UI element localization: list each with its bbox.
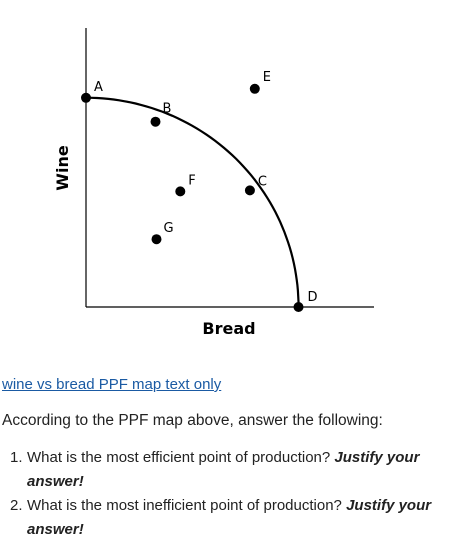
caption-link[interactable]: wine vs bread PPF map text only [2, 376, 222, 393]
point-c-marker [244, 185, 255, 196]
ppf-chart: A B C D E F G Bread Wine [53, 28, 374, 338]
point-c-label: C [258, 174, 267, 189]
point-b-marker [150, 116, 161, 127]
question-emphasis: Justify your answer! [27, 497, 432, 538]
question-list: 1. What is the most efficient point of p… [0, 446, 468, 542]
point-g-marker [151, 234, 162, 245]
x-axis-title: Bread [202, 319, 255, 338]
point-f-label: F [188, 173, 195, 188]
points-layer: A B C D E F G [81, 70, 318, 312]
point-b-label: B [163, 102, 172, 117]
question-item: 2. What is the most inefficient point of… [0, 494, 468, 542]
point-f-marker [175, 186, 186, 197]
ppf-chart-svg: A B C D E F G Bread Wine [53, 28, 374, 338]
question-emphasis: Justify your answer! [27, 449, 420, 490]
question-number: 2. [10, 497, 23, 514]
point-e-label: E [263, 70, 271, 85]
question-text: What is the most efficient point of prod… [27, 449, 335, 466]
point-g-label: G [164, 221, 174, 236]
point-e-marker [249, 83, 260, 94]
question-number: 1. [10, 449, 23, 466]
point-d-marker [293, 302, 304, 312]
ppf-curve [86, 96, 300, 307]
point-a-marker [81, 92, 91, 103]
point-d-label: D [308, 290, 318, 305]
question-text: What is the most inefficient point of pr… [27, 497, 347, 514]
intro-text: According to the PPF map above, answer t… [2, 412, 383, 429]
point-a-label: A [94, 80, 103, 95]
y-axis-title: Wine [53, 145, 72, 191]
question-item: 1. What is the most efficient point of p… [0, 446, 468, 494]
